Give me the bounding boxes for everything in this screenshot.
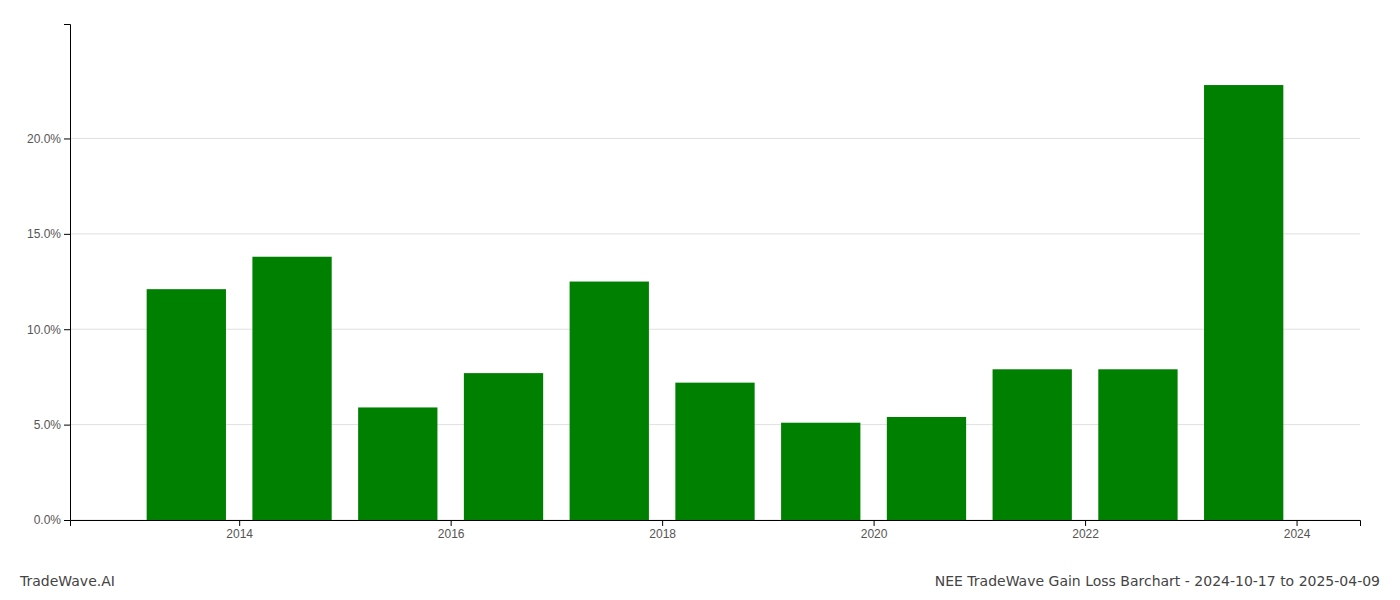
- y-tick-label: 0.0%: [34, 513, 62, 527]
- x-tick-label: 2018: [649, 527, 676, 541]
- chart: 2014 2016 2018 2020 2022 2024 0.0% 5.0% 10.0% 15.…: [0, 0, 1400, 600]
- x-tick-label: 2014: [226, 527, 253, 541]
- x-axis: 2014 2016 2018 2020 2022 2024: [71, 520, 1361, 541]
- x-tick-label: 2024: [1284, 527, 1311, 541]
- bar: [358, 407, 437, 520]
- watermark: TradeWave.AI: [19, 573, 115, 589]
- y-tick-mark: [64, 138, 70, 139]
- x-tick-mark: [662, 520, 663, 526]
- y-tick-label: 15.0%: [27, 227, 61, 241]
- grid-line: [70, 138, 1360, 139]
- bar: [993, 369, 1072, 520]
- y-tick: 10.0%: [27, 323, 70, 337]
- title: NEE TradeWave Gain Loss Barchart - 2024-…: [935, 573, 1380, 589]
- y-tick: 20.0%: [27, 132, 70, 146]
- x-tick-label: 2016: [438, 527, 465, 541]
- x-tick: 2020: [861, 520, 888, 541]
- x-tick-label: 2020: [861, 527, 888, 541]
- x-tick-mark: [1085, 520, 1086, 526]
- bar: [464, 373, 543, 520]
- x-tick: 2024: [1284, 520, 1311, 541]
- bar: [147, 289, 226, 520]
- x-tick-mark: [451, 520, 452, 526]
- y-tick-label: 5.0%: [34, 418, 62, 432]
- y-tick-mark: [64, 425, 70, 426]
- x-tick-mark: [874, 520, 875, 526]
- bar: [675, 383, 754, 520]
- x-tick: 2022: [1072, 520, 1099, 541]
- bar: [887, 417, 966, 520]
- bar: [252, 257, 331, 520]
- x-tick: 2014: [226, 520, 253, 541]
- y-tick: 0.0%: [34, 513, 70, 527]
- x-tick: 2018: [649, 520, 676, 541]
- bar: [570, 282, 649, 520]
- x-tick: 2016: [438, 520, 465, 541]
- bar: [1098, 369, 1177, 520]
- grid: [70, 138, 1360, 520]
- x-tick-label: 2022: [1072, 527, 1099, 541]
- bar: [1204, 85, 1283, 520]
- y-axis-line: [64, 25, 71, 521]
- x-tick-mark: [239, 520, 240, 526]
- y-tick-mark: [64, 234, 70, 235]
- y-tick: 5.0%: [34, 418, 70, 432]
- bar: [781, 423, 860, 520]
- y-tick-label: 20.0%: [27, 132, 61, 146]
- grid-line: [70, 233, 1360, 234]
- plot: 2014 2016 2018 2020 2022 2024 0.0% 5.0% 10.0% 15.…: [27, 25, 1361, 541]
- y-tick-mark: [64, 520, 70, 521]
- y-tick-mark: [64, 329, 70, 330]
- y-tick: 15.0%: [27, 227, 70, 241]
- bars: [147, 85, 1284, 520]
- x-axis-line: [71, 521, 1361, 527]
- x-tick-mark: [1297, 520, 1298, 526]
- y-axis: 0.0% 5.0% 10.0% 15.0% 20.0%: [27, 25, 71, 528]
- y-tick-label: 10.0%: [27, 323, 61, 337]
